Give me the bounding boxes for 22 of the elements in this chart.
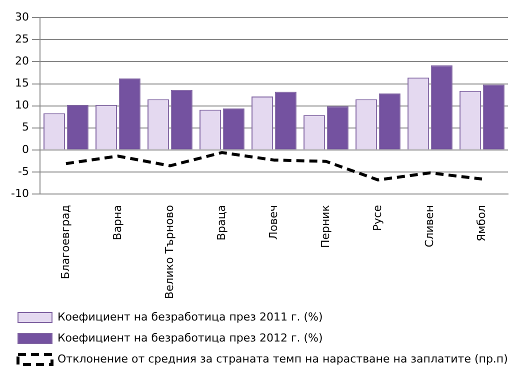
x-tick-label: Благоевград [58, 204, 72, 280]
y-tick-label: 20 [14, 54, 29, 68]
y-tick-label: 5 [22, 120, 29, 134]
x-tick-label: Ловеч [266, 205, 280, 240]
x-tick-label: Русе [370, 204, 384, 231]
legend-label: Коефициент на безработица през 2012 г. (%) [58, 331, 323, 344]
y-tick-label: -5 [18, 164, 29, 178]
x-tick-label: Велико Търново [162, 204, 176, 300]
legend-label: Коефициент на безработица през 2011 г. (%) [58, 310, 323, 324]
x-tick-label: Перник [318, 204, 332, 248]
legend-label: Отклонение от средния за страната темп на нарастване на заплатите (пр.п) [58, 352, 508, 366]
x-tick-label: Варна [110, 205, 124, 240]
y-tick-label: 25 [14, 32, 29, 46]
x-tick-label: Ямбол [474, 205, 488, 242]
line-series [64, 151, 484, 182]
y-tick-label: 15 [14, 76, 29, 90]
y-tick-label: -10 [11, 186, 29, 200]
x-tick-label: Враца [214, 205, 228, 241]
y-tick-label: 30 [14, 10, 29, 24]
y-tick-label: 0 [22, 142, 29, 156]
y-tick-label: 10 [14, 98, 29, 112]
x-tick-label: Сливен [422, 205, 436, 248]
